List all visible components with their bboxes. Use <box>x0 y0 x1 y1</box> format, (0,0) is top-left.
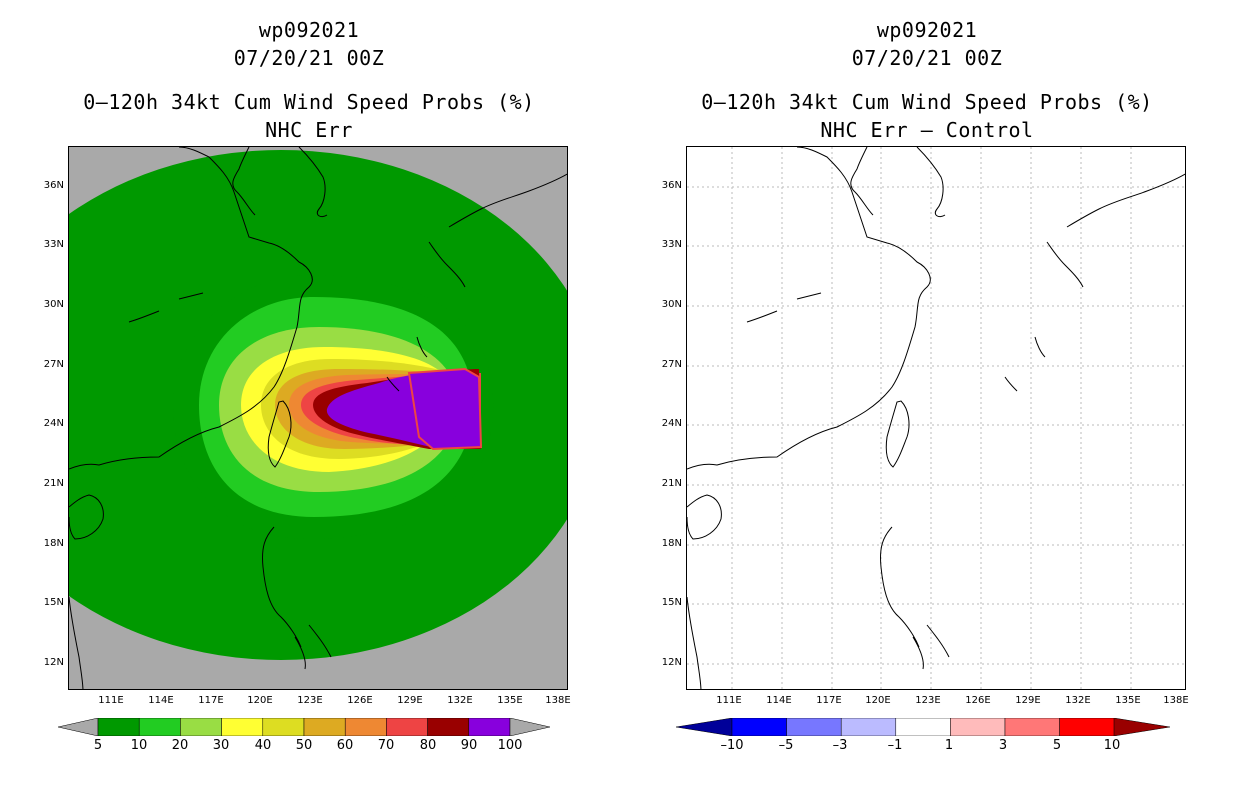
left-colorbar-box <box>303 718 346 736</box>
right-grid <box>687 147 1185 689</box>
left-colorbar-high-arrow <box>509 718 551 736</box>
right-cb-label: 3 <box>998 738 1008 753</box>
left-lon-114e: 114E <box>148 695 174 706</box>
right-colorbar <box>676 718 1171 736</box>
right-cb-label: 10 <box>1103 738 1121 753</box>
right-panel: wp092021 07/20/21 00Z 0–120h 34kt Cum Wi… <box>618 0 1236 800</box>
left-cb-label: 10 <box>130 738 148 753</box>
right-map <box>686 146 1186 690</box>
left-lat-30n: 30N <box>43 299 64 310</box>
left-map <box>68 146 568 690</box>
left-lat-15n: 15N <box>43 597 64 608</box>
left-colorbar-box <box>468 718 511 736</box>
right-colorbar-box <box>950 718 1006 736</box>
right-title-storm: wp092021 <box>876 18 978 42</box>
left-colorbar-box <box>262 718 305 736</box>
left-colorbar-box <box>344 718 387 736</box>
right-lon-132e: 132E <box>1065 695 1091 706</box>
left-lon-126e: 126E <box>347 695 373 706</box>
right-title-date: 07/20/21 00Z <box>851 46 1003 70</box>
right-lon-129e: 129E <box>1015 695 1041 706</box>
left-panel: wp092021 07/20/21 00Z 0–120h 34kt Cum Wi… <box>43 18 571 753</box>
left-title-subtitle: NHC Err <box>265 118 353 142</box>
left-lon-129e: 129E <box>397 695 423 706</box>
right-lat-18n: 18N <box>661 538 682 549</box>
right-lon-114e: 114E <box>766 695 792 706</box>
left-cb-label: 70 <box>377 738 395 753</box>
right-colorbar-box <box>786 718 842 736</box>
right-cb-label: –1 <box>887 738 903 753</box>
right-colorbar-box <box>731 718 787 736</box>
left-lat-27n: 27N <box>43 359 64 370</box>
left-cb-label: 30 <box>212 738 230 753</box>
prob-contour-90-edge <box>407 367 483 451</box>
left-colorbar-box <box>180 718 222 736</box>
right-lon-138e: 138E <box>1163 695 1189 706</box>
right-lon-135e: 135E <box>1115 695 1141 706</box>
left-colorbar-box <box>97 718 140 736</box>
right-lat-15n: 15N <box>661 597 682 608</box>
right-lon-111e: 111E <box>716 695 742 706</box>
left-cb-label: 60 <box>336 738 354 753</box>
right-colorbar-box <box>840 718 897 736</box>
coastlines-right <box>687 147 1185 689</box>
left-lat-33n: 33N <box>43 239 64 250</box>
right-title-product: 0–120h 34kt Cum Wind Speed Probs (%) <box>701 90 1153 114</box>
right-cb-label: –5 <box>778 738 794 753</box>
right-lon-126e: 126E <box>965 695 991 706</box>
right-cb-label: –3 <box>832 738 848 753</box>
left-lat-24n: 24N <box>43 418 64 429</box>
right-lat-24n: 24N <box>661 418 682 429</box>
right-cb-label: 5 <box>1052 738 1062 753</box>
left-lat-21n: 21N <box>43 478 64 489</box>
left-lat-12n: 12N <box>43 657 64 668</box>
right-lat-30n: 30N <box>661 299 682 310</box>
left-title-date: 07/20/21 00Z <box>233 46 385 70</box>
left-colorbar-box <box>221 718 264 736</box>
right-lat-12n: 12N <box>661 657 682 668</box>
right-cb-label: 1 <box>944 738 954 753</box>
right-lat-21n: 21N <box>661 478 682 489</box>
right-colorbar-box <box>1004 718 1060 736</box>
left-cb-label: 50 <box>295 738 313 753</box>
left-lat-36n: 36N <box>43 180 64 191</box>
left-lon-123e: 123E <box>297 695 323 706</box>
left-cb-label: 80 <box>419 738 437 753</box>
right-lon-117e: 117E <box>816 695 842 706</box>
right-colorbar-box <box>895 718 951 736</box>
left-colorbar-box <box>138 718 181 736</box>
right-lat-36n: 36N <box>661 180 682 191</box>
right-title-subtitle: NHC Err – Control <box>820 118 1034 142</box>
left-cb-label: 5 <box>93 738 103 753</box>
right-lat-33n: 33N <box>661 239 682 250</box>
left-title-storm: wp092021 <box>258 18 360 42</box>
left-colorbar-box <box>427 718 470 736</box>
left-cb-label: 40 <box>254 738 272 753</box>
left-title-product: 0–120h 34kt Cum Wind Speed Probs (%) <box>83 90 535 114</box>
left-lon-135e: 135E <box>497 695 523 706</box>
left-colorbar <box>58 718 551 736</box>
left-colorbar-box <box>386 718 428 736</box>
right-lat-27n: 27N <box>661 359 682 370</box>
coastlines-left <box>69 147 567 689</box>
right-cb-label: –10 <box>720 738 744 753</box>
left-lon-132e: 132E <box>447 695 473 706</box>
left-cb-label: 90 <box>460 738 478 753</box>
left-map-svg <box>69 147 567 689</box>
right-colorbar-high-arrow <box>1113 718 1171 736</box>
right-lon-120e: 120E <box>865 695 891 706</box>
right-colorbar-low-arrow <box>676 718 733 736</box>
left-cb-label: 20 <box>171 738 189 753</box>
left-lon-138e: 138E <box>545 695 571 706</box>
left-lon-120e: 120E <box>247 695 273 706</box>
right-lon-123e: 123E <box>915 695 941 706</box>
left-lat-18n: 18N <box>43 538 64 549</box>
right-colorbar-box <box>1059 718 1115 736</box>
left-cb-label: 100 <box>497 738 523 753</box>
left-lon-111e: 111E <box>98 695 124 706</box>
left-lon-117e: 117E <box>198 695 224 706</box>
left-colorbar-low-arrow <box>58 718 99 736</box>
right-map-svg <box>687 147 1185 689</box>
